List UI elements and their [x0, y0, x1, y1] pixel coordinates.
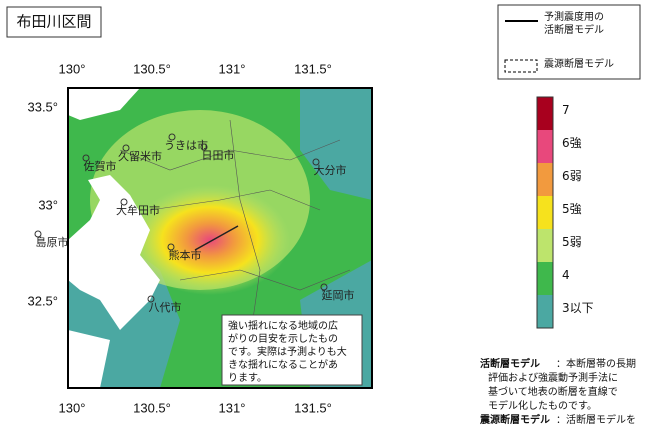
city-marker: [147, 295, 155, 303]
lon-tick-label: 131.5°: [294, 400, 332, 415]
map-frame: [67, 87, 373, 389]
scale-label: 3以下: [562, 301, 594, 315]
map: [68, 88, 372, 388]
city-label: 熊本市: [169, 248, 202, 262]
city-label: 佐賀市: [84, 159, 117, 173]
lon-tick-label: 131.5°: [294, 61, 332, 76]
lon-tick-label: 131°: [219, 61, 246, 76]
city-marker: [120, 198, 128, 206]
note-text: きな揺れになることがあ: [228, 358, 338, 371]
note-text: です。実際は予測よりも大: [228, 345, 347, 358]
source-fault-symbol: [504, 59, 538, 73]
scale-swatch: [537, 295, 553, 328]
city-label: 島原市: [36, 235, 69, 249]
city-marker: [312, 158, 320, 166]
footnote-term: 活断層モデル: [480, 357, 540, 370]
footnote-term: 震源断層モデル: [480, 413, 550, 426]
scale-label: 7: [562, 103, 570, 117]
scale-swatch: [537, 229, 553, 262]
lat-tick-label: 33°: [38, 197, 58, 212]
scale-label: 5強: [562, 202, 582, 216]
scale-swatch: [537, 130, 553, 163]
scale-label: 5弱: [562, 235, 582, 249]
city-marker: [200, 143, 208, 151]
legend-text: 活断層モデル: [544, 23, 604, 36]
city-label: 八代市: [149, 300, 182, 314]
lat-tick-label: 33.5°: [27, 99, 58, 114]
title-box: [6, 6, 102, 38]
city-marker: [122, 144, 130, 152]
footnote-text: 評価および強震動予測手法に: [488, 371, 618, 384]
lon-tick-label: 131°: [219, 400, 246, 415]
legend-text: 予測震度用の: [544, 10, 604, 23]
legend-box: [497, 4, 641, 80]
lon-tick-label: 130°: [59, 61, 86, 76]
note-text: 強い揺れになる地域の広: [228, 319, 338, 332]
city-label: うきは市: [164, 138, 208, 152]
title: 布田川区間: [16, 13, 91, 31]
city-marker: [82, 154, 90, 162]
city-marker: [34, 230, 42, 238]
footnote-text: ：本断層帯の長期: [556, 357, 636, 370]
city-label: 大分市: [314, 163, 347, 177]
scale-label: 6弱: [562, 169, 582, 183]
scale-swatch: [537, 196, 553, 229]
city-marker: [168, 133, 176, 141]
city-label: 延岡市: [322, 288, 355, 302]
legend-text: 震源断層モデル: [544, 57, 614, 70]
footnote-text: 基づいて地表の断層を直線で: [488, 385, 618, 398]
lat-tick-label: 32.5°: [27, 293, 58, 308]
lon-tick-label: 130.5°: [133, 400, 171, 415]
scale-label: 6強: [562, 136, 582, 150]
note-box: [221, 314, 363, 386]
note-text: ります。: [228, 372, 267, 384]
scale-label: 4: [562, 268, 570, 282]
city-label: 久留米市: [118, 149, 162, 163]
footnote-text: モデル化したものです。: [488, 399, 597, 412]
city-marker: [167, 243, 175, 251]
scale-swatch: [537, 163, 553, 196]
scale-swatch: [537, 262, 553, 295]
city-label: 日田市: [202, 148, 235, 162]
city-marker: [320, 283, 328, 291]
scale-frame: [536, 96, 554, 329]
lon-tick-label: 130°: [59, 400, 86, 415]
scale-swatch: [537, 97, 553, 130]
footnote-text: ：活断層モデルを: [556, 413, 636, 426]
note-text: がりの目安を示したもの: [228, 332, 338, 345]
lon-tick-label: 130.5°: [133, 61, 171, 76]
city-label: 大牟田市: [116, 203, 160, 217]
